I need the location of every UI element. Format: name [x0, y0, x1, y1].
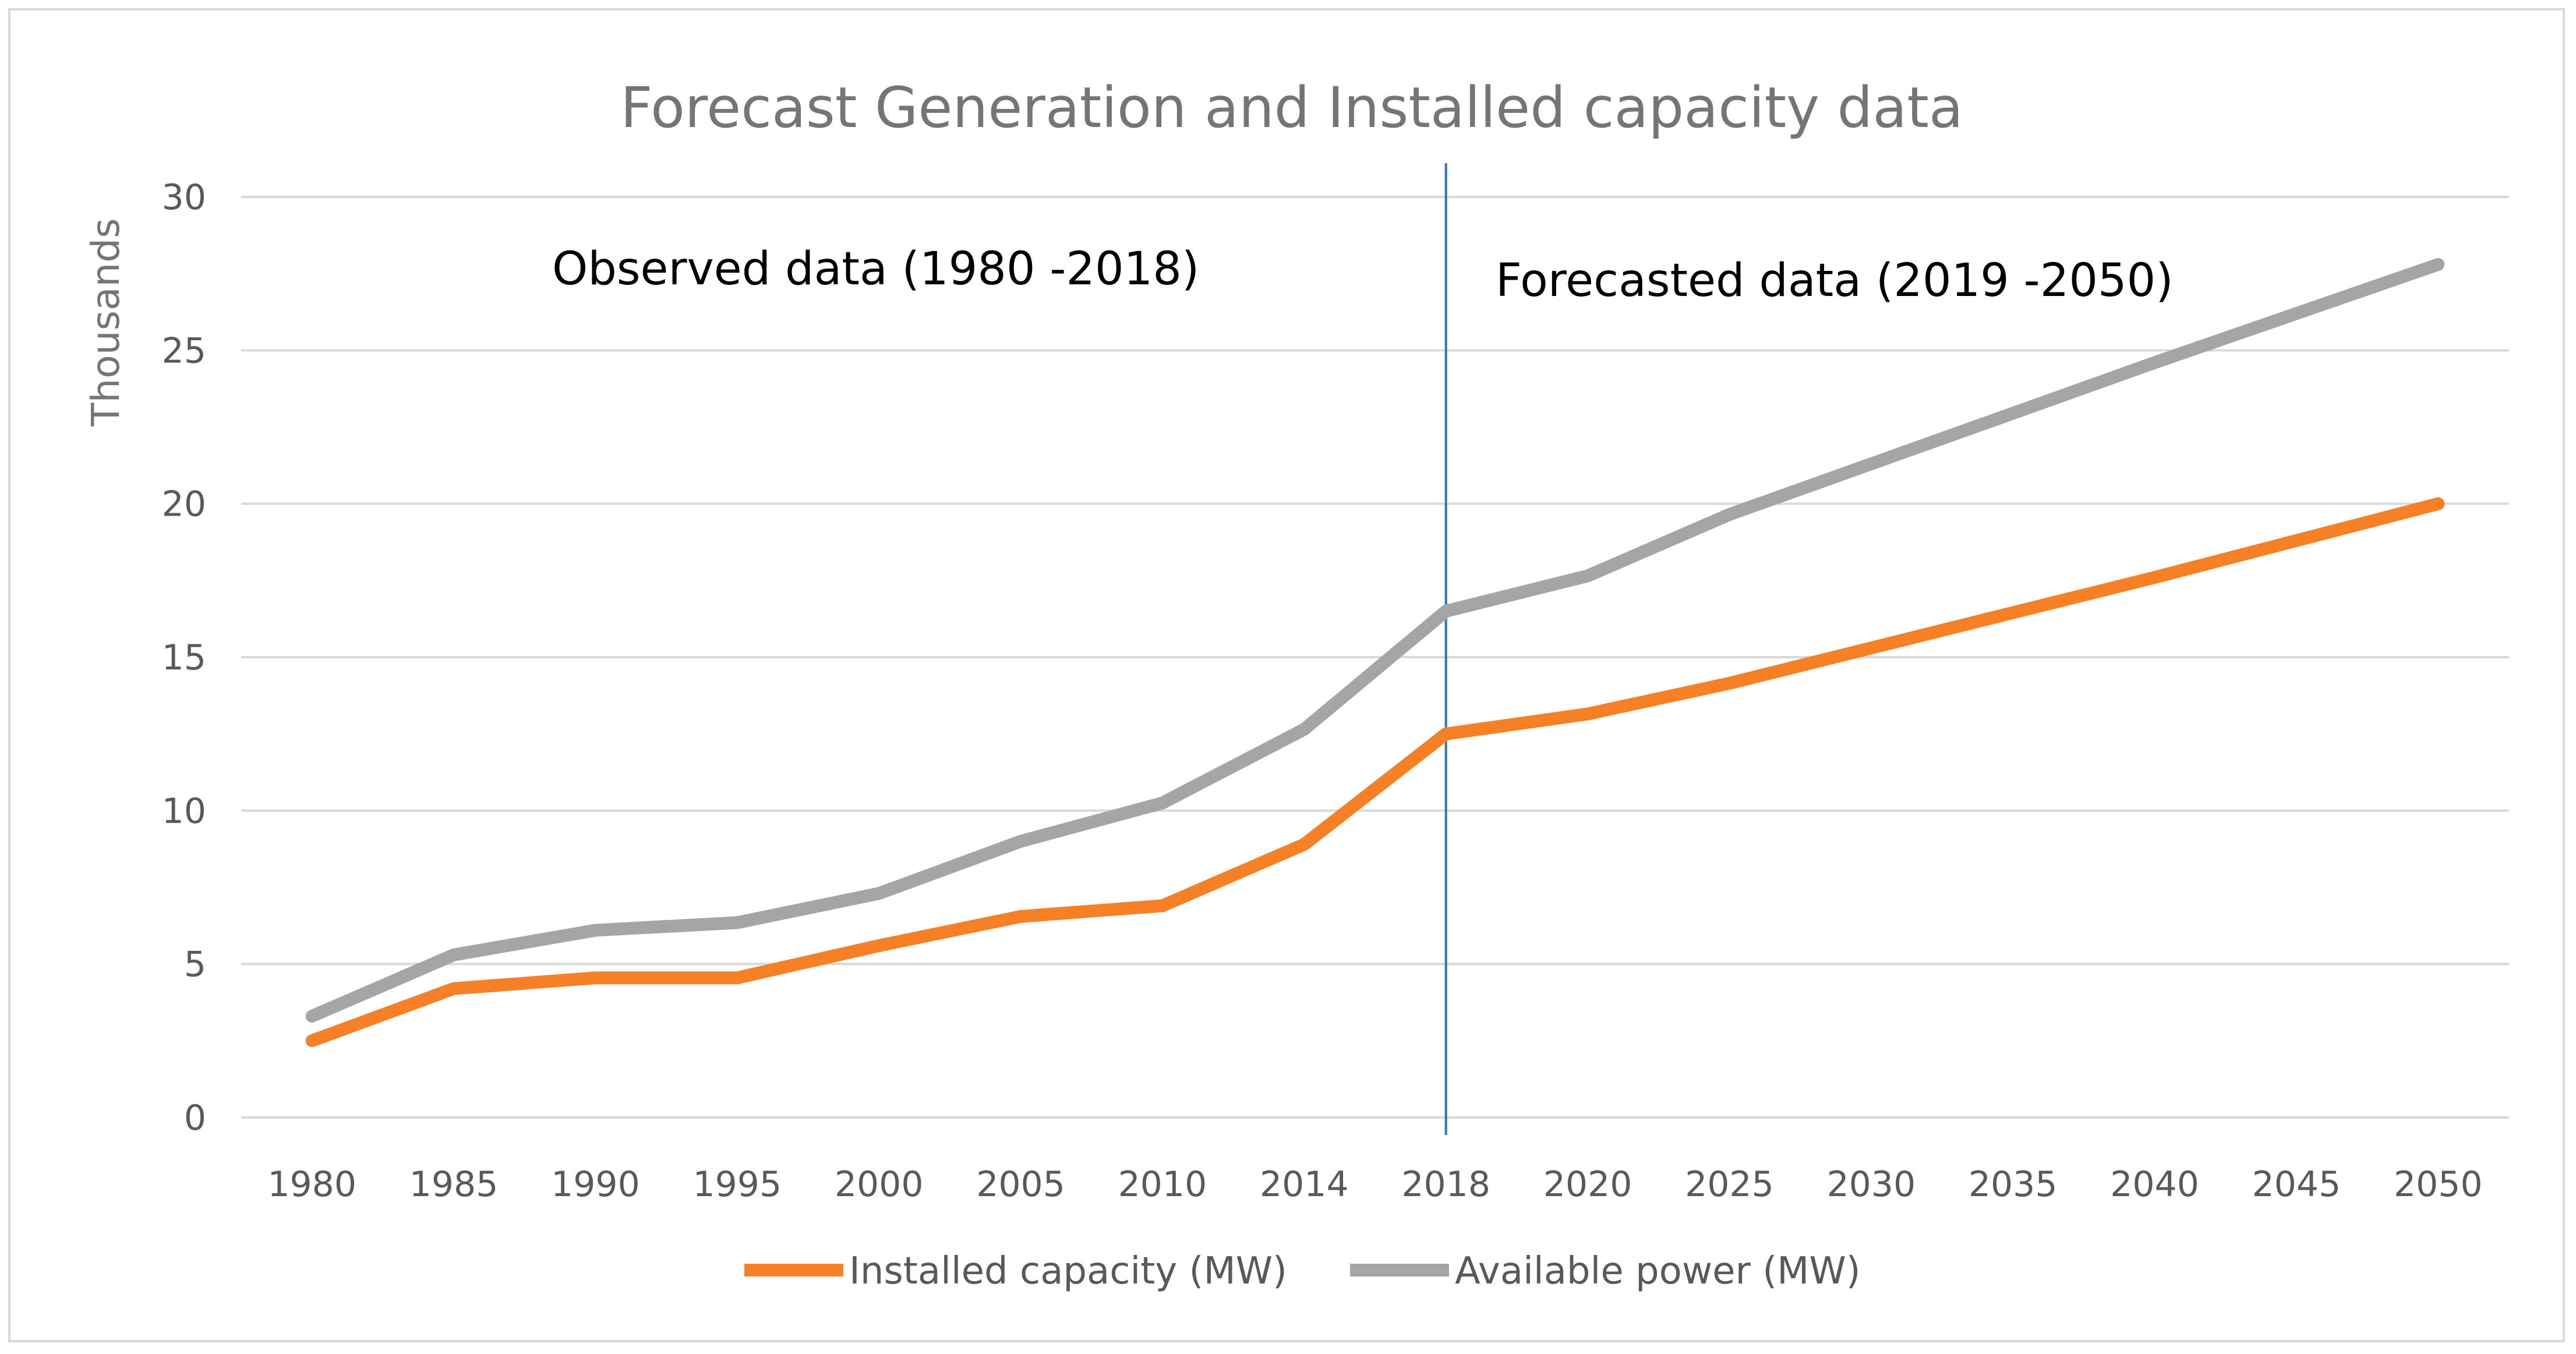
x-tick-label: 2045	[2252, 1164, 2341, 1205]
observed-data-annotation: Observed data (1980 -2018)	[552, 243, 1199, 295]
x-tick-label: 1995	[692, 1164, 782, 1205]
y-tick-label: 5	[184, 944, 206, 985]
x-tick-label: 2050	[2394, 1164, 2483, 1205]
x-tick-label: 2040	[2110, 1164, 2199, 1205]
x-tick-label: 1990	[551, 1164, 640, 1205]
chart-title: Forecast Generation and Installed capaci…	[620, 75, 1963, 140]
legend: Installed capacity (MW) Available power …	[744, 1250, 1861, 1293]
legend-label-available-power: Available power (MW)	[1455, 1250, 1861, 1293]
series-line-0	[305, 497, 2445, 1048]
x-tick-label: 2035	[1969, 1164, 2058, 1205]
y-tick-label: 25	[162, 330, 206, 371]
x-tick-label: 1980	[267, 1164, 356, 1205]
legend-label-installed-capacity: Installed capacity (MW)	[849, 1250, 1287, 1293]
y-axis-label: Thousands	[83, 218, 128, 426]
x-tick-labels: 1980 1985 1990 1995 2000 2005 2010 2014 2018 2020…	[267, 1164, 2482, 1205]
y-tick-labels: 0 5 10 15 20 25 30	[162, 177, 206, 1138]
y-tick-label: 20	[162, 484, 206, 525]
line-chart: Forecast Generation and Installed capaci…	[83, 75, 2509, 1293]
x-tick-label: 2000	[835, 1164, 924, 1205]
forecasted-data-annotation: Forecasted data (2019 -2050)	[1496, 255, 2174, 307]
x-tick-label: 2025	[1685, 1164, 1774, 1205]
x-tick-label: 2018	[1401, 1164, 1490, 1205]
x-tick-label: 1985	[409, 1164, 499, 1205]
x-tick-label: 2005	[976, 1164, 1065, 1205]
y-tick-label: 0	[184, 1098, 206, 1138]
x-tick-label: 2020	[1543, 1164, 1632, 1205]
x-tick-label: 2010	[1118, 1164, 1207, 1205]
series-lines	[305, 258, 2445, 1048]
series-line-1	[305, 258, 2445, 1023]
y-tick-label: 15	[162, 637, 206, 678]
chart-frame: Forecast Generation and Installed capaci…	[8, 8, 2565, 1342]
x-tick-label: 2014	[1260, 1164, 1349, 1205]
y-tick-label: 30	[162, 177, 206, 218]
y-tick-label: 10	[162, 791, 206, 831]
grid-lines	[241, 196, 2509, 1119]
x-tick-label: 2030	[1826, 1164, 1916, 1205]
